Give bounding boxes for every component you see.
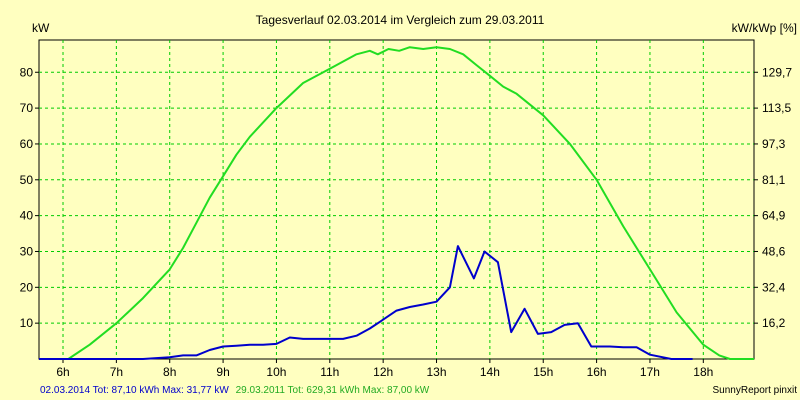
chart-title: Tagesverlauf 02.03.2014 im Vergleich zum… <box>256 13 545 27</box>
series-line-1 <box>39 245 693 360</box>
plot-border <box>38 39 755 360</box>
footer-credit: SunnyReport pinxit <box>713 385 798 396</box>
x-tick-label: 14h <box>480 365 500 379</box>
y2-tick-label: 48,6 <box>762 244 786 258</box>
x-tick-label: 11h <box>320 365 339 379</box>
y-tick-label: 70 <box>20 101 34 115</box>
x-tick-label: 17h <box>640 365 660 379</box>
y2-tick-label: 81,1 <box>762 173 786 187</box>
y-tick-label: 40 <box>20 209 34 223</box>
y-tick-label: 10 <box>20 316 34 330</box>
x-tick-label: 16h <box>587 365 607 379</box>
y-tick-label: 30 <box>20 244 34 258</box>
axis-ticks: 6h 7h 8h 9h 10h 11h 12h 13h 14h 15h 16h 17h 18h 10 20 3… <box>20 65 793 379</box>
footer-summary-2014: 02.03.2014 Tot: 87,10 kWh Max: 31,77 kW <box>40 385 229 396</box>
y-axis-right-label: kW/kWp [%] <box>732 21 797 35</box>
y-tick-label: 80 <box>20 65 34 79</box>
series-line-0 <box>39 46 754 360</box>
x-tick-label: 10h <box>266 365 286 379</box>
x-tick-label: 12h <box>373 365 393 379</box>
y-tick-label: 50 <box>20 173 34 187</box>
x-tick-label: 8h <box>163 365 176 379</box>
x-tick-label: 15h <box>533 365 553 379</box>
y2-tick-label: 64,9 <box>762 209 786 223</box>
series-lines <box>39 46 754 360</box>
x-tick-label: 7h <box>110 365 123 379</box>
x-tick-label: 6h <box>56 365 69 379</box>
grid-lines <box>39 40 754 359</box>
y2-tick-label: 16,2 <box>762 316 786 330</box>
y-tick-label: 20 <box>20 280 34 294</box>
y2-tick-label: 113,5 <box>762 101 791 115</box>
x-tick-label: 9h <box>216 365 229 379</box>
y2-tick-label: 32,4 <box>762 280 786 294</box>
y2-tick-label: 97,3 <box>762 137 786 151</box>
y2-tick-label: 129,7 <box>762 65 792 79</box>
footer-summary: 02.03.2014 Tot: 87,10 kWh Max: 31,77 kW … <box>40 385 430 396</box>
x-tick-label: 18h <box>693 365 713 379</box>
footer-summary-2011: 29.03.2011 Tot: 629,31 kWh Max: 87,00 kW <box>236 385 430 396</box>
y-tick-label: 60 <box>20 137 34 151</box>
x-tick-label: 13h <box>427 365 447 379</box>
y-axis-left-label: kW <box>32 21 50 35</box>
